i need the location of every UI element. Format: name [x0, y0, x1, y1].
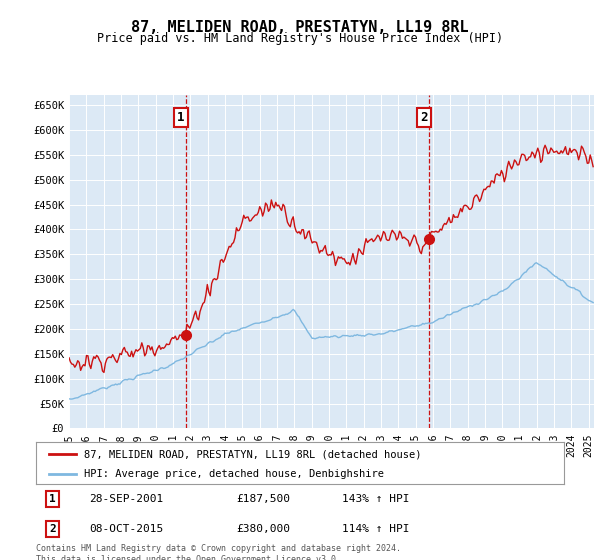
Text: 08-OCT-2015: 08-OCT-2015	[89, 524, 163, 534]
Text: HPI: Average price, detached house, Denbighshire: HPI: Average price, detached house, Denb…	[83, 469, 383, 479]
Text: 28-SEP-2001: 28-SEP-2001	[89, 494, 163, 504]
Text: 1: 1	[49, 494, 56, 504]
Text: £187,500: £187,500	[236, 494, 290, 504]
Text: 2: 2	[420, 111, 427, 124]
Text: 87, MELIDEN ROAD, PRESTATYN, LL19 8RL: 87, MELIDEN ROAD, PRESTATYN, LL19 8RL	[131, 20, 469, 35]
Text: 1: 1	[177, 111, 185, 124]
Text: 87, MELIDEN ROAD, PRESTATYN, LL19 8RL (detached house): 87, MELIDEN ROAD, PRESTATYN, LL19 8RL (d…	[83, 449, 421, 459]
Text: Contains HM Land Registry data © Crown copyright and database right 2024.
This d: Contains HM Land Registry data © Crown c…	[36, 544, 401, 560]
Text: 114% ↑ HPI: 114% ↑ HPI	[342, 524, 410, 534]
Text: Price paid vs. HM Land Registry's House Price Index (HPI): Price paid vs. HM Land Registry's House …	[97, 32, 503, 45]
Text: £380,000: £380,000	[236, 524, 290, 534]
Text: 2: 2	[49, 524, 56, 534]
Text: 143% ↑ HPI: 143% ↑ HPI	[342, 494, 410, 504]
